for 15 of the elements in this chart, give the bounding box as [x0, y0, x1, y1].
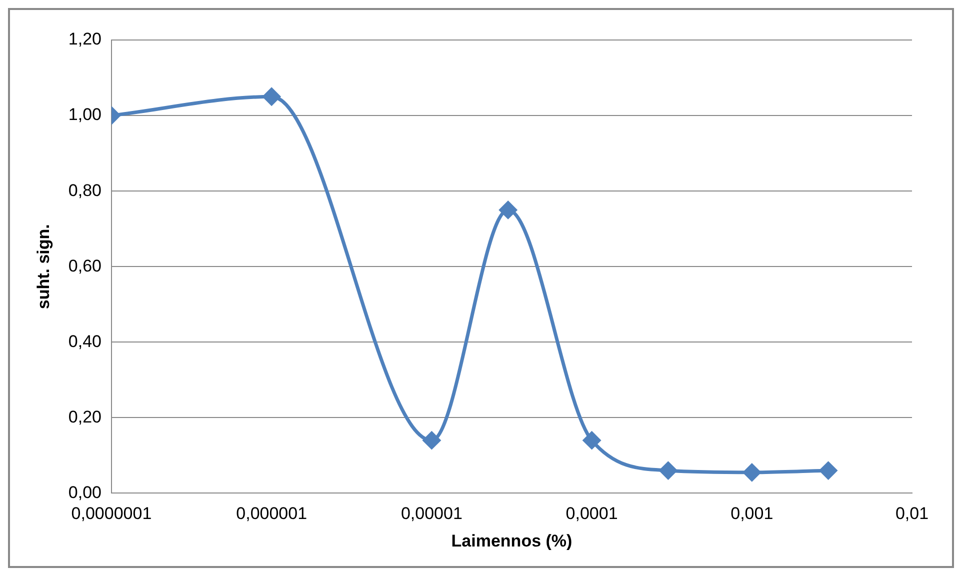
x-tick-label: 0,0001 [566, 504, 618, 524]
y-tick-label: 1,20 [68, 30, 102, 49]
y-tick-label: 0,40 [68, 332, 102, 351]
y-axis-title: suht. sign. [34, 224, 53, 310]
x-tick-label: 0,01 [895, 504, 929, 524]
y-tick-label: 0,20 [68, 407, 102, 426]
x-tick-label: 0,001 [730, 504, 774, 524]
y-tick-label: 1,00 [68, 105, 102, 124]
x-tick-label: 0,000001 [236, 504, 308, 524]
x-tick-label: 0,00001 [400, 504, 462, 524]
x-axis-title: Laimennos (%) [451, 531, 572, 550]
y-tick-label: 0,00 [68, 482, 102, 502]
y-tick-label: 0,60 [68, 256, 102, 276]
y-tick-label: 0,80 [68, 180, 102, 200]
x-tick-label: 0,0000001 [71, 504, 152, 524]
